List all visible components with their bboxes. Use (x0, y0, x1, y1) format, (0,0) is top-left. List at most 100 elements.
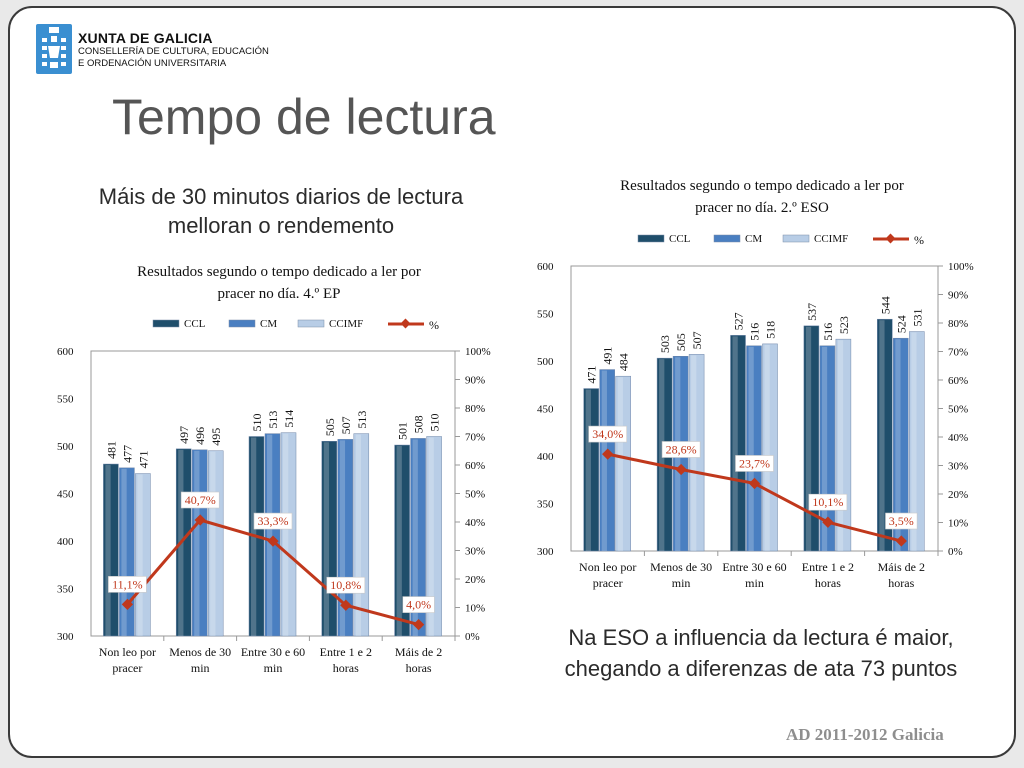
pct-label-box (108, 576, 147, 593)
bar-highlight (267, 434, 273, 636)
y2-tick-label: 40% (465, 517, 485, 529)
y-tick-label: 500 (57, 441, 74, 453)
pct-marker (895, 535, 907, 547)
x-tick-label-line-2: min (191, 661, 210, 675)
bar-highlight (412, 439, 418, 636)
bar-ccimf (762, 343, 778, 552)
chart-title-line-2: pracer no día. 2.º ESO (695, 200, 829, 216)
y2-tick-label: 10% (465, 603, 485, 615)
bar-ccl (730, 335, 746, 552)
bar-highlight (355, 434, 362, 636)
y-tick-label: 400 (537, 451, 554, 463)
bar-value-label: 516 (748, 323, 762, 341)
org-name: XUNTA DE GALICIA (78, 30, 213, 46)
pct-label: 11,1% (112, 577, 143, 591)
bar-ccimf (909, 331, 925, 552)
y2-tick-label: 10% (948, 518, 968, 530)
bar-highlight (105, 465, 111, 636)
bar-value-label: 505 (323, 418, 337, 436)
bar-highlight (805, 326, 812, 551)
pct-label: 28,6% (666, 442, 697, 456)
bar-highlight (837, 340, 844, 551)
y-tick-label: 550 (57, 394, 74, 406)
bar-highlight (879, 320, 885, 551)
bar-value-label: 471 (136, 451, 150, 469)
organization-block: XUNTA DE GALICIA CONSELLERÍA DE CULTURA,… (78, 30, 269, 70)
x-tick-label-line-2: min (264, 661, 283, 675)
x-tick-label-line-2: pracer (112, 661, 142, 675)
legend-label-pct: % (429, 318, 439, 332)
x-tick-label-line-1: Menos de 30 (650, 560, 712, 574)
y-tick-label: 500 (537, 356, 554, 368)
pct-label: 10,8% (330, 578, 361, 592)
bar-highlight (601, 370, 607, 551)
legend-swatch-cm (713, 234, 741, 243)
y2-tick-label: 20% (465, 574, 485, 586)
pct-marker (412, 618, 425, 631)
y-tick-label: 550 (537, 309, 554, 321)
y2-tick-label: 100% (948, 261, 974, 273)
bar-cm (264, 433, 281, 637)
left-subtitle-line-1: Máis de 30 minutos diarios de lectura (98, 184, 464, 209)
bar-value-label: 544 (878, 296, 892, 314)
right-subtitle-line-1: Na ESO a influencia da lectura é maior, (568, 625, 954, 650)
y2-tick-label: 90% (948, 290, 968, 302)
bar-ccimf (426, 436, 442, 637)
bar-value-label: 495 (209, 428, 223, 446)
x-tick-label-line-1: Entre 1 e 2 (320, 645, 372, 659)
y2-tick-label: 40% (948, 432, 968, 444)
bar-value-label: 491 (601, 347, 615, 365)
pct-label-box (326, 576, 366, 594)
bar-value-label: 503 (658, 335, 672, 353)
pct-label-box (588, 425, 628, 443)
bar-value-label: 516 (821, 323, 835, 341)
legend-marker-pct (400, 318, 411, 329)
x-tick-label-line-1: Non leo por (99, 645, 156, 659)
x-tick-label-line-1: Non leo por (579, 560, 636, 574)
bar-value-label: 523 (837, 316, 851, 334)
legend-swatch-ccl (152, 319, 180, 328)
pct-marker (602, 448, 614, 460)
y-tick-label: 450 (57, 489, 74, 501)
pct-label: 10,1% (812, 495, 843, 509)
legend-label-ccl: CCL (184, 318, 206, 330)
bar-highlight (323, 442, 330, 636)
bar-highlight (821, 346, 828, 551)
bar-value-label: 477 (120, 445, 134, 463)
chart-title-line-1: Resultados segundo o tempo dedicado a le… (137, 264, 421, 280)
pct-label: 3,5% (889, 514, 914, 528)
y-tick-label: 450 (537, 404, 554, 416)
bar-value-label: 531 (910, 309, 924, 327)
legend-swatch-ccimf (297, 319, 325, 328)
y2-tick-label: 70% (948, 347, 968, 359)
y2-tick-label: 90% (465, 375, 485, 387)
x-tick-label-line-2: horas (815, 576, 841, 590)
bar-value-label: 507 (339, 416, 353, 434)
legend-label-ccimf: CCIMF (329, 318, 363, 330)
bar-value-label: 510 (428, 414, 442, 432)
org-line-1: CONSELLERÍA DE CULTURA, EDUCACIÓN (78, 46, 269, 57)
bar-value-label: 510 (250, 414, 264, 432)
bar-value-label: 471 (585, 366, 599, 384)
pct-label-box (808, 493, 848, 511)
x-tick-label-line-2: pracer (593, 576, 623, 590)
bar-value-label: 514 (282, 410, 296, 428)
bar-value-label: 505 (674, 333, 688, 351)
bar-ccimf (280, 432, 297, 637)
legend-swatch-cm (228, 319, 256, 328)
x-tick-label-line-2: horas (406, 661, 432, 675)
y-tick-label: 600 (57, 346, 74, 358)
y-tick-label: 350 (537, 499, 554, 511)
y2-tick-label: 80% (465, 403, 485, 415)
org-line-2: E ORDENACIÓN UNIVERSITARIA (78, 58, 227, 69)
bar-value-label: 513 (266, 411, 280, 429)
x-tick-label-line-1: Entre 1 e 2 (802, 560, 854, 574)
y2-tick-label: 50% (465, 489, 485, 501)
x-tick-label-line-2: horas (888, 576, 914, 590)
x-tick-label-line-2: min (745, 576, 764, 590)
pct-marker (675, 463, 687, 476)
x-tick-label-line-2: min (672, 576, 691, 590)
page-title: Tempo de lectura (112, 89, 496, 145)
legend-label-ccl: CCL (669, 233, 691, 245)
